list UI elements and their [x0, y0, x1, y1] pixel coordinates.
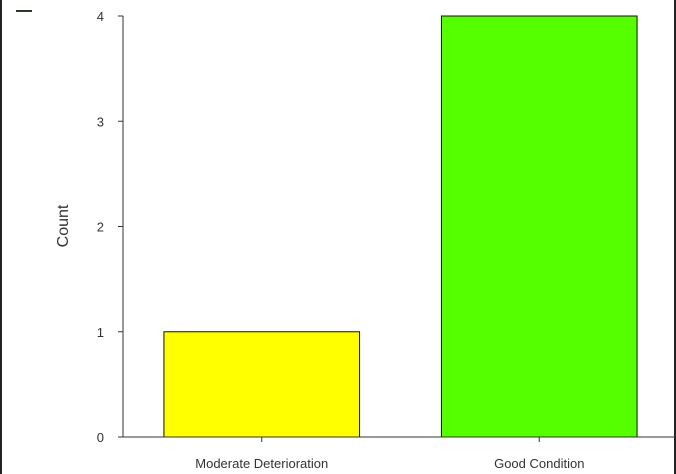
- y-tick-label: 4: [97, 9, 104, 24]
- bar: [163, 331, 361, 438]
- y-axis: 0 1 2 3 4: [97, 9, 124, 445]
- y-axis-title: Count: [55, 204, 72, 247]
- y-tick-label: 3: [97, 114, 104, 129]
- y-tick-label: 1: [97, 325, 104, 340]
- bars-group: [163, 15, 638, 438]
- x-tick-label: Moderate Deterioration: [195, 456, 328, 471]
- bar: [440, 15, 638, 438]
- x-tick-label: Good Condition: [494, 456, 584, 471]
- x-axis: Moderate Deterioration Good Condition: [123, 436, 676, 471]
- y-tick-label: 0: [97, 430, 104, 445]
- y-tick-label: 2: [97, 220, 104, 235]
